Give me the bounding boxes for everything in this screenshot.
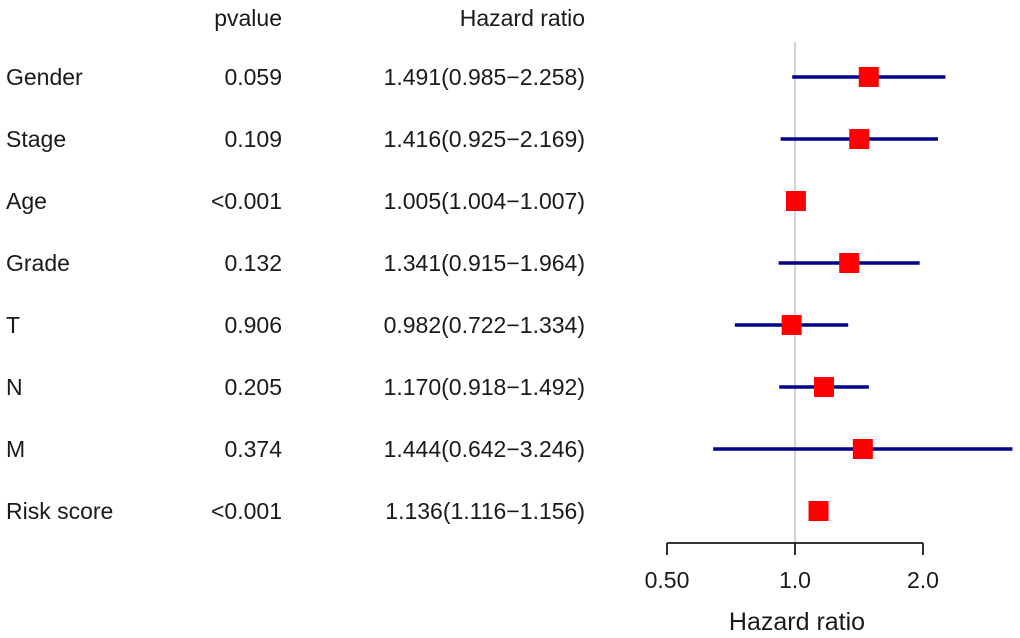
hazard-ratio-point — [852, 439, 873, 459]
row-label: N — [6, 374, 23, 400]
hazard-ratio-point — [858, 67, 879, 87]
table-rows: Gender 0.059 1.491(0.985−2.258) Stage 0.109 1… — [6, 64, 585, 524]
x-axis-tick-label: 0.50 — [645, 567, 690, 593]
row-hazard-ratio: 1.341(0.915−1.964) — [384, 250, 585, 276]
row-hazard-ratio: 1.491(0.985−2.258) — [384, 64, 585, 90]
row-hazard-ratio: 0.982(0.722−1.334) — [384, 312, 585, 338]
row-pvalue: 0.109 — [224, 126, 282, 152]
row-pvalue: <0.001 — [211, 188, 282, 214]
row-pvalue: 0.906 — [224, 312, 282, 338]
row-hazard-ratio: 1.170(0.918−1.492) — [384, 374, 585, 400]
hazard-ratio-point — [808, 501, 829, 521]
row-pvalue: 0.132 — [224, 250, 282, 276]
row-pvalue: 0.059 — [224, 64, 282, 90]
x-axis-title: Hazard ratio — [729, 608, 865, 636]
row-hazard-ratio: 1.136(1.116−1.156) — [385, 498, 585, 524]
row-hazard-ratio: 1.005(1.004−1.007) — [384, 188, 585, 214]
x-axis-tick-label: 1.0 — [779, 567, 811, 593]
hazard-ratio-header: Hazard ratio — [460, 5, 585, 31]
row-label: Gender — [6, 64, 83, 90]
hazard-ratio-point — [785, 191, 806, 211]
row-pvalue: <0.001 — [211, 498, 282, 524]
row-label: Risk score — [6, 498, 113, 524]
row-hazard-ratio: 1.444(0.642−3.246) — [384, 436, 585, 462]
pvalue-header: pvalue — [214, 5, 282, 31]
hazard-ratio-point — [781, 315, 802, 335]
hazard-ratio-point — [839, 253, 860, 273]
x-axis: 0.50 1.0 2.0 — [645, 542, 939, 593]
x-axis-tick-label: 2.0 — [907, 567, 939, 593]
row-hazard-ratio: 1.416(0.925−2.169) — [384, 126, 585, 152]
row-label: Age — [6, 188, 47, 214]
forest-marks — [713, 67, 1013, 521]
row-pvalue: 0.374 — [224, 436, 282, 462]
row-label: Stage — [6, 126, 66, 152]
row-label: Grade — [6, 250, 70, 276]
row-label: M — [6, 436, 25, 462]
row-label: T — [6, 312, 20, 338]
hazard-ratio-point — [849, 129, 870, 149]
hazard-ratio-point — [813, 377, 834, 397]
row-pvalue: 0.205 — [224, 374, 282, 400]
